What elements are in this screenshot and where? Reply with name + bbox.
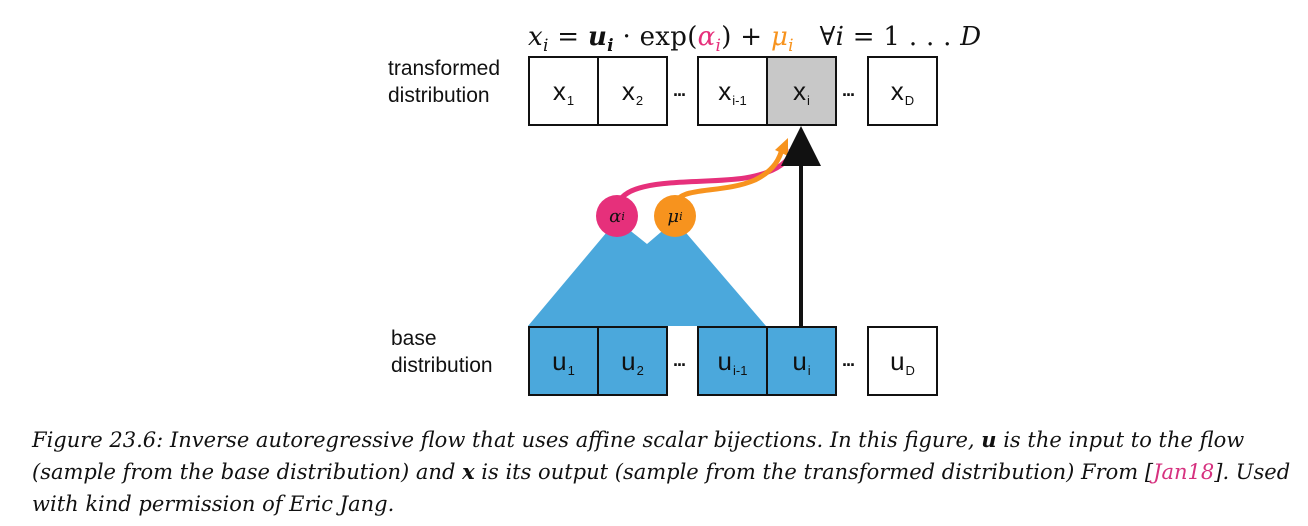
iaf-formula: xi = ui · exp(αi) + μi ∀i = 1 . . . D: [528, 22, 982, 57]
figure-caption: Figure 23.6: Inverse autoregressive flow…: [32, 427, 1291, 516]
transformed-distribution-label: transformed distribution: [388, 57, 501, 107]
mu-arrow: [672, 145, 786, 208]
ui-minus-1-cell: u i-1: [697, 326, 768, 396]
autoregressive-network-shape: [528, 220, 766, 326]
top-ellipsis-1: ...: [673, 80, 686, 100]
base-distribution-label: base distribution: [391, 327, 493, 377]
alpha-arrow: [614, 145, 798, 211]
bottom-ellipsis-1: ...: [673, 350, 686, 370]
top-ellipsis-2: ...: [842, 80, 855, 100]
citation-link[interactable]: Jan18: [1153, 460, 1215, 484]
xi-minus-1-cell: x i-1: [697, 56, 768, 126]
bottom-ellipsis-2: ...: [842, 350, 855, 370]
